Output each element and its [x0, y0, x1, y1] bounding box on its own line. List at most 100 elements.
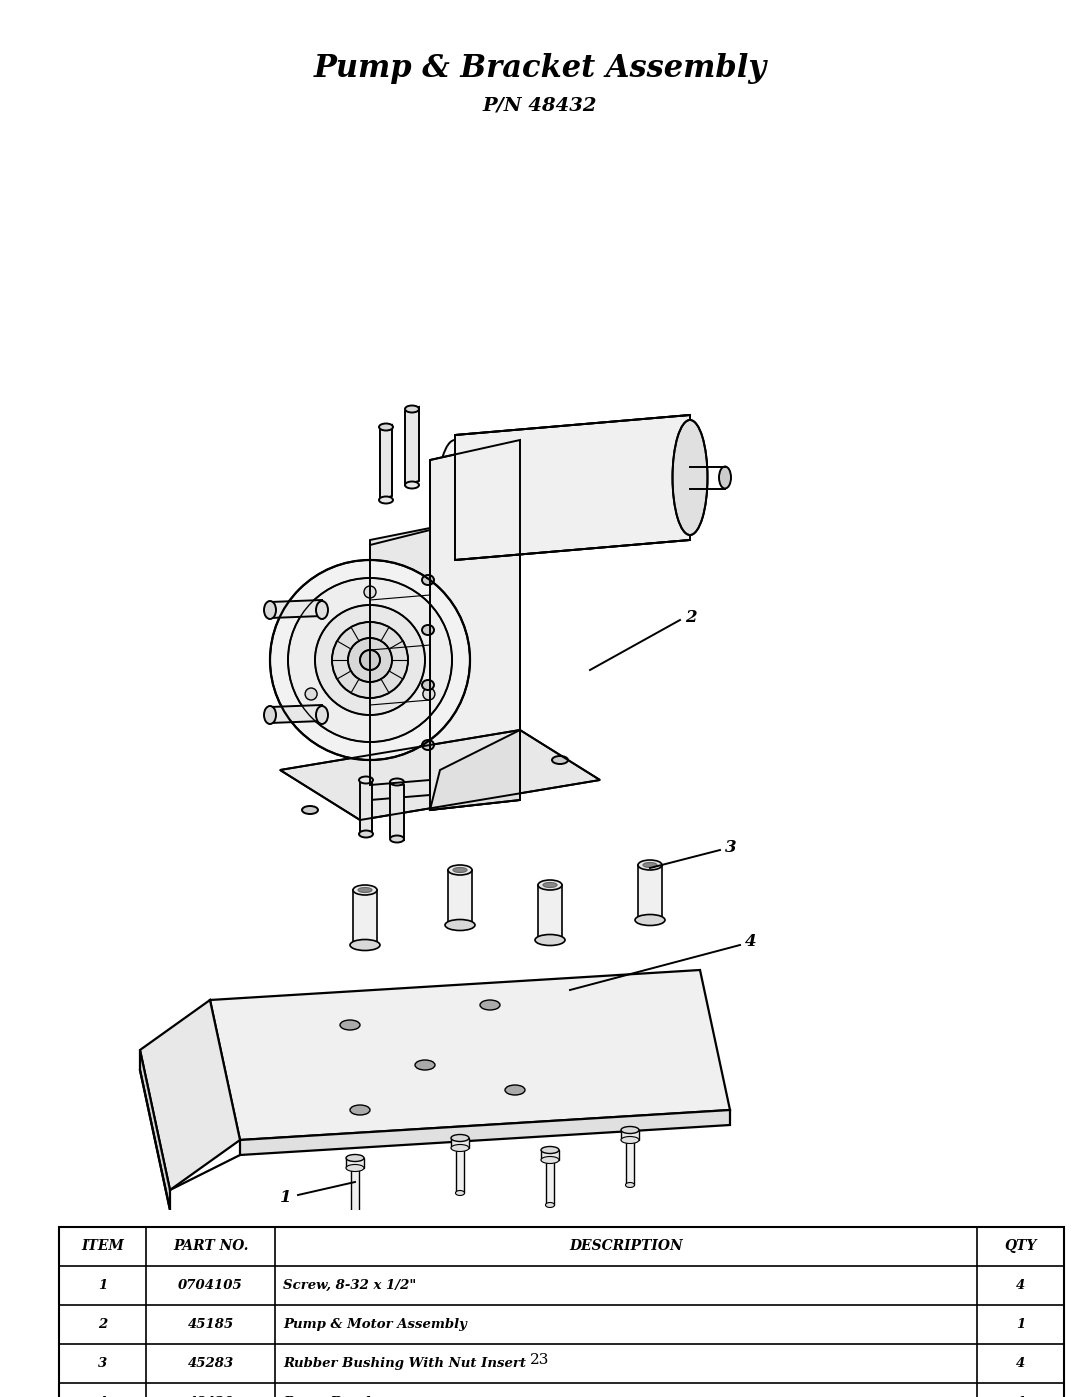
- Circle shape: [423, 687, 435, 700]
- Ellipse shape: [350, 940, 380, 950]
- Circle shape: [270, 560, 470, 760]
- Polygon shape: [430, 440, 519, 810]
- Circle shape: [364, 585, 376, 598]
- Bar: [59, 1227, 1064, 1397]
- Ellipse shape: [405, 482, 419, 489]
- Circle shape: [332, 622, 408, 698]
- Ellipse shape: [351, 1210, 360, 1215]
- Polygon shape: [370, 528, 430, 800]
- Ellipse shape: [552, 756, 568, 764]
- Ellipse shape: [379, 423, 393, 430]
- Ellipse shape: [538, 880, 562, 890]
- Ellipse shape: [448, 865, 472, 875]
- Ellipse shape: [350, 1105, 370, 1115]
- Circle shape: [306, 687, 318, 700]
- Ellipse shape: [302, 806, 318, 814]
- Text: Pump & Bracket Assembly: Pump & Bracket Assembly: [313, 53, 767, 84]
- Ellipse shape: [541, 1157, 559, 1164]
- Text: 1: 1: [1016, 1317, 1025, 1331]
- Ellipse shape: [635, 915, 665, 925]
- Ellipse shape: [451, 1134, 469, 1141]
- Text: 45283: 45283: [188, 1356, 233, 1370]
- Text: QTY: QTY: [1004, 1239, 1037, 1253]
- Ellipse shape: [456, 1190, 464, 1196]
- Ellipse shape: [625, 1182, 635, 1187]
- Ellipse shape: [451, 1144, 469, 1151]
- Polygon shape: [346, 1158, 364, 1168]
- Polygon shape: [621, 1130, 639, 1140]
- Circle shape: [360, 650, 380, 671]
- Ellipse shape: [359, 830, 373, 837]
- Text: DESCRIPTION: DESCRIPTION: [569, 1239, 684, 1253]
- Polygon shape: [351, 1168, 359, 1213]
- Text: 0704105: 0704105: [178, 1278, 243, 1292]
- Ellipse shape: [359, 777, 373, 784]
- Ellipse shape: [390, 835, 404, 842]
- Ellipse shape: [505, 1085, 525, 1095]
- Ellipse shape: [422, 680, 434, 690]
- Polygon shape: [541, 1150, 559, 1160]
- Circle shape: [348, 638, 392, 682]
- Circle shape: [288, 578, 453, 742]
- Text: 3: 3: [98, 1356, 107, 1370]
- Text: 45185: 45185: [188, 1317, 233, 1331]
- Ellipse shape: [480, 1000, 500, 1010]
- Ellipse shape: [543, 883, 557, 887]
- Text: 4: 4: [745, 933, 757, 950]
- Polygon shape: [538, 886, 562, 940]
- Text: Screw, 8-32 x 1/2": Screw, 8-32 x 1/2": [283, 1278, 417, 1292]
- Text: 23: 23: [530, 1354, 550, 1368]
- Polygon shape: [451, 1139, 469, 1148]
- Polygon shape: [270, 705, 322, 724]
- Ellipse shape: [357, 887, 372, 893]
- Polygon shape: [140, 1051, 170, 1210]
- Polygon shape: [240, 1111, 730, 1155]
- Ellipse shape: [621, 1137, 639, 1144]
- Polygon shape: [638, 865, 662, 921]
- Text: 4: 4: [1016, 1356, 1025, 1370]
- Ellipse shape: [535, 935, 565, 946]
- Ellipse shape: [422, 624, 434, 636]
- Polygon shape: [390, 782, 404, 840]
- Ellipse shape: [390, 778, 404, 785]
- Text: P/N 48432: P/N 48432: [483, 96, 597, 115]
- Ellipse shape: [405, 405, 419, 412]
- Ellipse shape: [316, 705, 328, 724]
- Ellipse shape: [316, 601, 328, 619]
- Polygon shape: [280, 731, 600, 820]
- Ellipse shape: [346, 1154, 364, 1161]
- Ellipse shape: [422, 740, 434, 750]
- Ellipse shape: [445, 919, 475, 930]
- Text: 3: 3: [725, 840, 737, 856]
- Ellipse shape: [541, 1147, 559, 1154]
- Polygon shape: [380, 425, 392, 500]
- Ellipse shape: [379, 496, 393, 503]
- Ellipse shape: [422, 576, 434, 585]
- Ellipse shape: [719, 467, 731, 489]
- Text: 1: 1: [280, 1189, 292, 1207]
- Text: PART NO.: PART NO.: [173, 1239, 248, 1253]
- Ellipse shape: [264, 601, 276, 619]
- Ellipse shape: [643, 862, 657, 868]
- Polygon shape: [210, 970, 730, 1140]
- Polygon shape: [448, 870, 472, 925]
- Text: ITEM: ITEM: [81, 1239, 124, 1253]
- Ellipse shape: [673, 420, 707, 535]
- Text: Rubber Bushing With Nut Insert: Rubber Bushing With Nut Insert: [283, 1356, 526, 1370]
- Text: 4: 4: [1016, 1278, 1025, 1292]
- Ellipse shape: [415, 1060, 435, 1070]
- Text: 1: 1: [98, 1278, 107, 1292]
- Polygon shape: [626, 1140, 634, 1185]
- Text: Pump & Motor Assembly: Pump & Motor Assembly: [283, 1317, 468, 1331]
- Polygon shape: [430, 731, 519, 810]
- Circle shape: [315, 605, 426, 715]
- Polygon shape: [353, 890, 377, 944]
- Ellipse shape: [346, 1165, 364, 1172]
- Ellipse shape: [621, 1126, 639, 1133]
- Polygon shape: [455, 415, 690, 560]
- Ellipse shape: [353, 886, 377, 895]
- Ellipse shape: [264, 705, 276, 724]
- Polygon shape: [360, 780, 372, 835]
- Polygon shape: [140, 1000, 240, 1190]
- Ellipse shape: [453, 868, 467, 873]
